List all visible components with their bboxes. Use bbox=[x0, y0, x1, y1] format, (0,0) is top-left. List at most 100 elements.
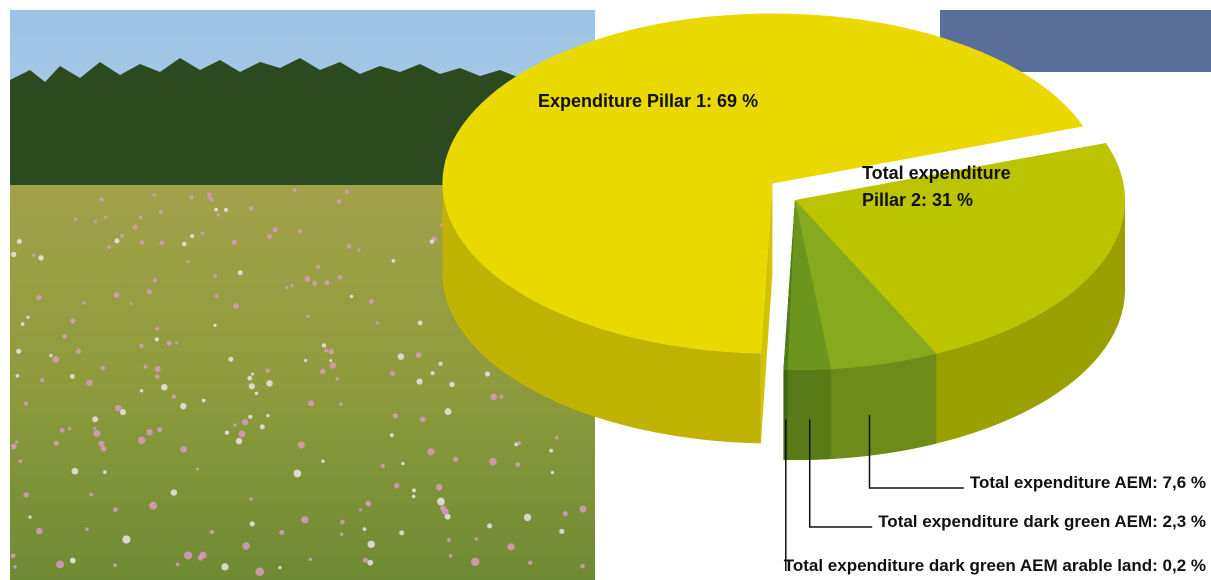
flower bbox=[159, 240, 165, 246]
flower bbox=[73, 217, 78, 222]
flower bbox=[40, 378, 45, 383]
flower bbox=[304, 276, 311, 282]
flower bbox=[449, 381, 455, 388]
flower bbox=[308, 557, 312, 562]
flower bbox=[484, 371, 491, 377]
flower bbox=[228, 356, 234, 362]
flower bbox=[16, 348, 22, 354]
flower bbox=[69, 557, 76, 564]
flower bbox=[290, 283, 294, 288]
flower bbox=[293, 469, 302, 478]
flower bbox=[399, 530, 405, 536]
slice-label: Expenditure Pillar 1: 69 % bbox=[538, 91, 759, 111]
flower bbox=[471, 557, 480, 567]
flower bbox=[249, 521, 255, 527]
flower bbox=[297, 229, 302, 234]
flower bbox=[89, 492, 94, 497]
flower bbox=[32, 253, 36, 257]
flower bbox=[14, 440, 19, 444]
flower bbox=[448, 554, 453, 558]
flower bbox=[181, 241, 187, 247]
flower bbox=[336, 199, 342, 204]
flower bbox=[15, 373, 20, 378]
flower bbox=[207, 195, 211, 200]
flower bbox=[233, 423, 237, 427]
flower bbox=[435, 483, 443, 491]
flower bbox=[393, 482, 400, 489]
flower bbox=[93, 430, 101, 438]
flower bbox=[266, 413, 270, 418]
flower bbox=[241, 418, 249, 426]
flower bbox=[157, 427, 163, 433]
flower bbox=[122, 535, 131, 544]
pie bbox=[442, 13, 1125, 571]
flower bbox=[523, 513, 532, 522]
flower bbox=[562, 510, 568, 517]
flower bbox=[137, 436, 146, 444]
flower bbox=[358, 508, 363, 512]
flower bbox=[100, 365, 106, 371]
flower bbox=[149, 501, 158, 510]
flower bbox=[329, 362, 337, 369]
flower bbox=[56, 560, 65, 569]
flower bbox=[272, 227, 278, 233]
flower bbox=[437, 497, 445, 506]
flower bbox=[93, 426, 97, 431]
flower bbox=[155, 374, 160, 379]
flower bbox=[249, 497, 253, 501]
flower bbox=[200, 231, 204, 236]
flower bbox=[195, 467, 200, 471]
flower bbox=[307, 400, 315, 407]
flower bbox=[559, 528, 565, 534]
flower bbox=[49, 353, 53, 358]
slice-top bbox=[783, 200, 832, 370]
flower bbox=[103, 470, 107, 474]
slice-label: Total expenditure dark green AEM: 2,3 % bbox=[878, 512, 1206, 531]
flower bbox=[362, 527, 367, 532]
flower bbox=[92, 416, 99, 423]
flower bbox=[367, 540, 375, 549]
flower bbox=[415, 352, 422, 359]
flower bbox=[247, 375, 253, 381]
flower bbox=[11, 251, 17, 257]
flower bbox=[391, 258, 396, 263]
flower bbox=[189, 195, 194, 200]
flower bbox=[528, 560, 533, 565]
slice-label: Total expenditure dark green AEM arable … bbox=[784, 556, 1206, 575]
flower bbox=[138, 215, 143, 220]
flower bbox=[161, 383, 168, 391]
flower bbox=[335, 377, 339, 381]
flower bbox=[213, 323, 217, 328]
flower bbox=[152, 193, 156, 197]
flower bbox=[23, 492, 29, 498]
flower bbox=[248, 383, 255, 390]
flower bbox=[324, 348, 329, 353]
flower bbox=[392, 413, 398, 419]
flower bbox=[304, 358, 308, 363]
flower bbox=[233, 303, 239, 310]
flower bbox=[487, 523, 493, 529]
flower bbox=[93, 219, 98, 224]
flower bbox=[416, 378, 423, 385]
flower bbox=[139, 389, 144, 393]
flower bbox=[507, 543, 515, 551]
flower bbox=[214, 207, 218, 212]
flower bbox=[339, 402, 343, 406]
flower bbox=[67, 426, 72, 431]
flower bbox=[430, 371, 435, 376]
flower bbox=[321, 343, 327, 348]
flower bbox=[70, 318, 76, 324]
flower bbox=[155, 326, 160, 331]
flower bbox=[515, 462, 521, 467]
slice-side bbox=[442, 183, 761, 444]
leader-line bbox=[808, 419, 873, 528]
slice bbox=[783, 200, 832, 461]
flower bbox=[104, 215, 108, 219]
flower bbox=[419, 416, 426, 423]
flower bbox=[146, 289, 152, 295]
flower bbox=[516, 441, 521, 446]
flower bbox=[376, 321, 380, 325]
flower bbox=[367, 559, 374, 566]
flower bbox=[255, 567, 265, 577]
flower bbox=[129, 302, 133, 306]
